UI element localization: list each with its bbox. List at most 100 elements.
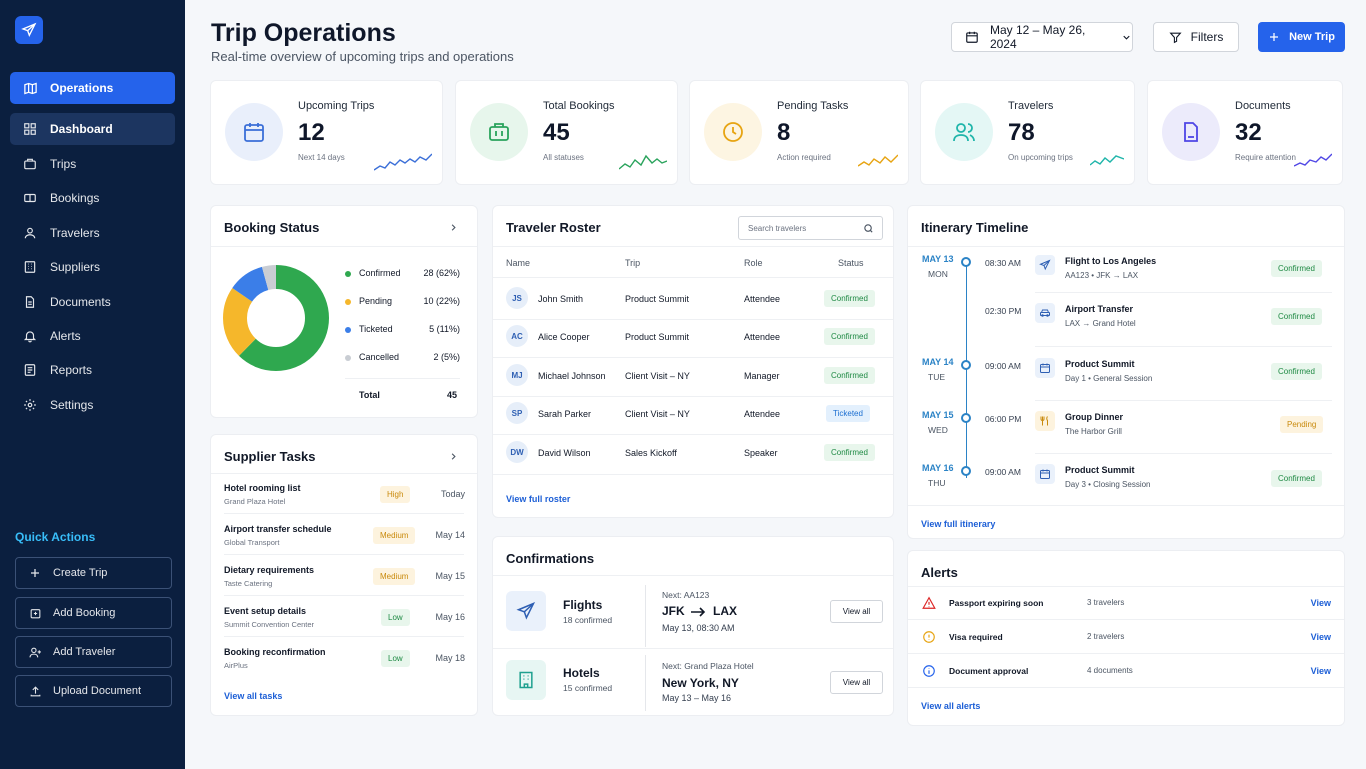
task-date: Today	[440, 489, 465, 499]
quick-actions-title: Quick Actions	[15, 530, 96, 544]
sparkline	[858, 154, 898, 167]
event-name: Group Dinner	[1065, 412, 1123, 422]
booking-status-card: Booking Status Confirmed 28 (62%) Pendin…	[210, 205, 478, 418]
filters-button[interactable]: Filters	[1153, 22, 1239, 52]
event-icon-box	[1035, 411, 1055, 431]
event-date: MAY 13	[922, 254, 954, 264]
legend-value: 28 (62%)	[423, 268, 460, 278]
task-name: Event setup details	[224, 606, 307, 616]
nav-documents[interactable]: Documents	[10, 286, 175, 318]
alert-name: Visa required	[949, 632, 1003, 642]
nav-bookings-label: Bookings	[50, 191, 100, 205]
hotels-view-all-button[interactable]: View all	[830, 671, 883, 694]
status-badge: Confirmed	[824, 290, 875, 307]
plane-icon	[516, 602, 536, 620]
hotels-city: New York, NY	[662, 676, 739, 690]
legend-dot	[345, 271, 351, 277]
status-badge: Confirmed	[1271, 363, 1322, 380]
new-trip-label: New Trip	[1289, 31, 1335, 43]
stat-sub: On upcoming trips	[1008, 153, 1073, 162]
calendar-icon	[1040, 469, 1050, 479]
booking-donut-chart	[223, 265, 329, 371]
booking-icon	[30, 608, 40, 618]
stat-documents[interactable]: Documents 32 Require attention	[1147, 80, 1343, 185]
flights-view-all-button[interactable]: View all	[830, 600, 883, 623]
flights-count: 18 confirmed	[563, 615, 613, 625]
flights-icon-box	[506, 591, 546, 631]
upload-document-button[interactable]: Upload Document	[15, 675, 172, 707]
event-time: 09:00 AM	[985, 467, 1021, 477]
page-subtitle: Real-time overview of upcoming trips and…	[211, 49, 514, 64]
traveler-trip: Product Summit	[625, 332, 690, 342]
sidebar: Operations Dashboard Trips Bookings Trav…	[0, 0, 185, 769]
traveler-trip: Product Summit	[625, 294, 690, 304]
nav-dashboard[interactable]: Dashboard	[10, 113, 175, 145]
new-trip-button[interactable]: New Trip	[1258, 22, 1345, 52]
date-range-picker[interactable]: May 12 – May 26, 2024	[951, 22, 1133, 52]
event-date: MAY 16	[922, 463, 954, 473]
chevron-right-icon[interactable]	[448, 222, 459, 233]
flights-from: JFK	[662, 604, 685, 618]
legend-name: Confirmed	[359, 268, 401, 278]
view-all-tasks-link[interactable]: View all tasks	[224, 691, 283, 701]
task-supplier: Summit Convention Center	[224, 620, 315, 629]
legend-name: Ticketed	[359, 324, 393, 334]
status-badge: Pending	[1280, 416, 1324, 433]
event-day: WED	[928, 425, 948, 435]
view-full-roster-link[interactable]: View full roster	[506, 494, 571, 504]
map-icon	[23, 82, 37, 94]
nav-settings[interactable]: Settings	[10, 389, 175, 421]
nav-operations[interactable]: Operations	[10, 72, 175, 104]
stat-total-bookings[interactable]: Total Bookings 45 All statuses	[455, 80, 678, 185]
alert-view-link[interactable]: View	[1310, 632, 1331, 642]
event-name: Product Summit	[1065, 359, 1135, 369]
document-icon	[1184, 122, 1198, 142]
task-name: Hotel rooming list	[224, 483, 301, 493]
nav-settings-label: Settings	[50, 398, 94, 412]
search-travelers-input[interactable]: Search travelers	[738, 216, 883, 240]
event-time: 08:30 AM	[985, 258, 1021, 268]
traveler-name: John Smith	[538, 294, 584, 304]
nav-trips-label: Trips	[50, 157, 77, 171]
plane-icon	[1039, 259, 1051, 271]
stat-value: 12	[298, 119, 325, 146]
stat-pending-tasks[interactable]: Pending Tasks 8 Action required	[689, 80, 909, 185]
stat-travelers[interactable]: Travelers 78 On upcoming trips	[920, 80, 1135, 185]
stat-upcoming-trips[interactable]: Upcoming Trips 12 Next 14 days	[210, 80, 443, 185]
nav-reports[interactable]: Reports	[10, 354, 175, 386]
clock-icon	[723, 122, 743, 142]
calendar-icon	[244, 123, 264, 142]
nav-travelers[interactable]: Travelers	[10, 217, 175, 249]
app-logo[interactable]	[15, 16, 43, 44]
building-icon	[24, 261, 36, 273]
add-traveler-button[interactable]: Add Traveler	[15, 636, 172, 668]
status-badge: Ticketed	[826, 405, 870, 422]
stat-icon-circle	[935, 103, 993, 161]
event-time: 06:00 PM	[985, 414, 1022, 424]
nav-suppliers[interactable]: Suppliers	[10, 251, 175, 283]
alert-view-link[interactable]: View	[1310, 666, 1331, 676]
car-icon	[1040, 309, 1050, 317]
alert-view-link[interactable]: View	[1310, 598, 1331, 608]
traveler-name: Michael Johnson	[538, 371, 606, 381]
supplier-tasks-card: Supplier Tasks Hotel rooming list Grand …	[210, 434, 478, 716]
view-full-itinerary-link[interactable]: View full itinerary	[921, 519, 996, 529]
nav-bookings[interactable]: Bookings	[10, 182, 175, 214]
nav-alerts[interactable]: Alerts	[10, 320, 175, 352]
hotels-when: May 13 – May 16	[662, 693, 732, 703]
nav-trips[interactable]: Trips	[10, 148, 175, 180]
event-name: Product Summit	[1065, 465, 1135, 475]
add-booking-button[interactable]: Add Booking	[15, 597, 172, 629]
traveler-trip: Client Visit – NY	[625, 409, 690, 419]
hotels-label: Hotels	[563, 666, 600, 680]
view-all-alerts-link[interactable]: View all alerts	[921, 701, 981, 711]
stat-value: 45	[543, 119, 570, 146]
create-trip-button[interactable]: Create Trip	[15, 557, 172, 589]
chevron-right-icon[interactable]	[448, 451, 459, 462]
traveler-role: Speaker	[744, 448, 778, 458]
flights-next: Next: AA123	[662, 590, 710, 600]
plane-icon	[21, 22, 37, 38]
event-detail: Day 1 • General Session	[1065, 374, 1153, 383]
info-icon	[923, 665, 935, 677]
traveler-trip: Client Visit – NY	[625, 371, 690, 381]
